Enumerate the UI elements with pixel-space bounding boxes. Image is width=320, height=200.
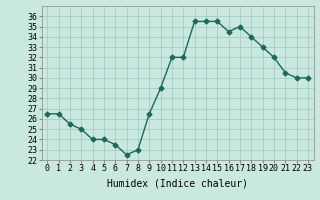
X-axis label: Humidex (Indice chaleur): Humidex (Indice chaleur) (107, 179, 248, 189)
